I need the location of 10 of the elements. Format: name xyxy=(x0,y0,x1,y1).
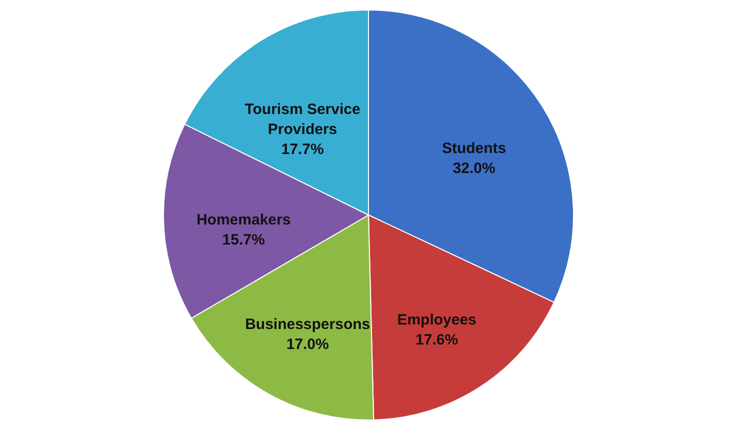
slice-label: Businesspersons xyxy=(245,316,370,334)
slice-label: Students xyxy=(442,140,506,158)
data-label: 17.6% xyxy=(416,332,458,349)
slice-label: Tourism Service Providers xyxy=(244,100,360,138)
data-label: 15.7% xyxy=(222,231,265,248)
data-label: 32.0% xyxy=(452,160,496,178)
slice-label: Homemakers xyxy=(196,211,291,228)
data-label: 17.7% xyxy=(281,140,324,158)
data-label: 17.0% xyxy=(286,336,329,354)
slice-label: Employees xyxy=(397,312,476,329)
